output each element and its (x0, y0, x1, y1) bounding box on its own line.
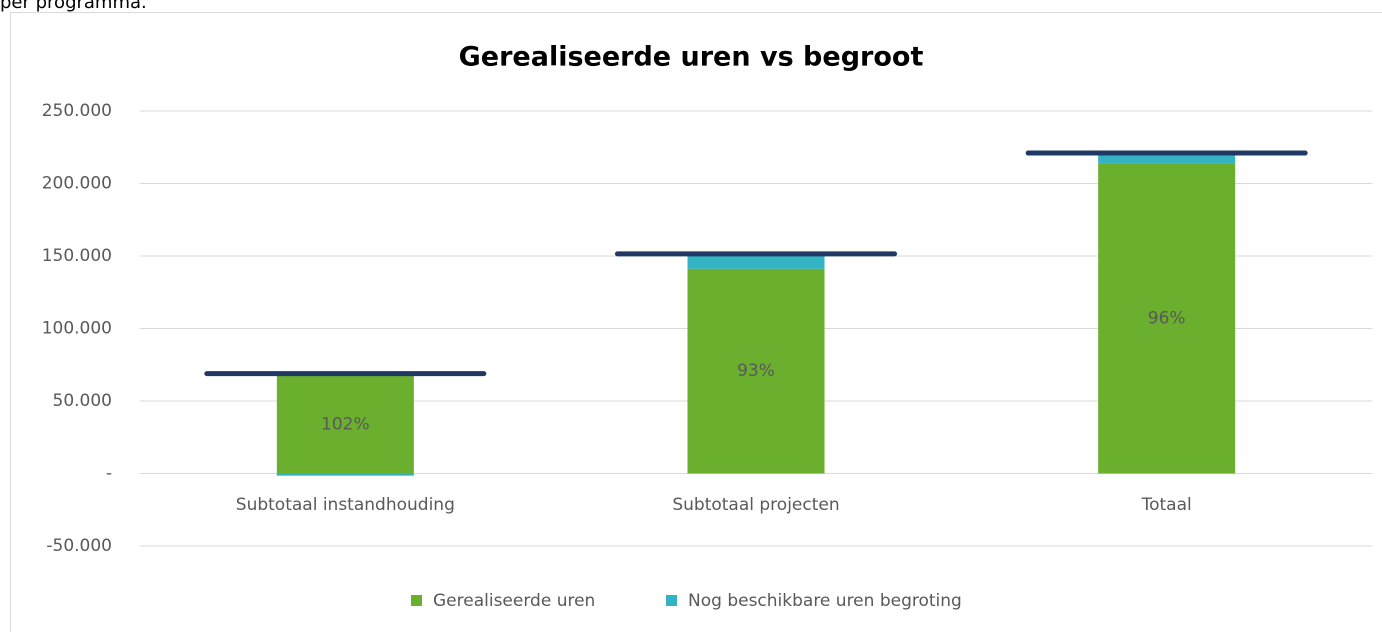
legend-swatch (411, 595, 422, 606)
chart-title: Gerealiseerde uren vs begroot (459, 42, 924, 73)
bar-segment (688, 256, 825, 269)
bar-annotation: 102% (321, 415, 370, 435)
y-tick-label: 100.000 (42, 319, 112, 339)
legend-label: Gerealiseerde uren (433, 591, 595, 611)
y-tick-label: 150.000 (42, 246, 112, 266)
bar-segment (277, 474, 414, 476)
bar-annotation: 93% (737, 361, 775, 381)
x-tick-label: Totaal (1141, 495, 1192, 515)
y-tick-label: 200.000 (42, 174, 112, 194)
legend-label: Nog beschikbare uren begroting (688, 591, 962, 611)
page-caption: per programma. (0, 0, 147, 13)
legend-swatch (666, 595, 677, 606)
y-tick-label: 50.000 (53, 391, 112, 411)
bar-annotation: 96% (1148, 309, 1186, 329)
y-tick-label: -50.000 (46, 536, 112, 556)
y-tick-label: 250.000 (42, 101, 112, 121)
x-tick-label: Subtotaal projecten (672, 495, 839, 515)
bar-segment (1098, 155, 1235, 164)
y-tick-label: - (106, 464, 112, 484)
x-tick-label: Subtotaal instandhouding (236, 495, 455, 515)
